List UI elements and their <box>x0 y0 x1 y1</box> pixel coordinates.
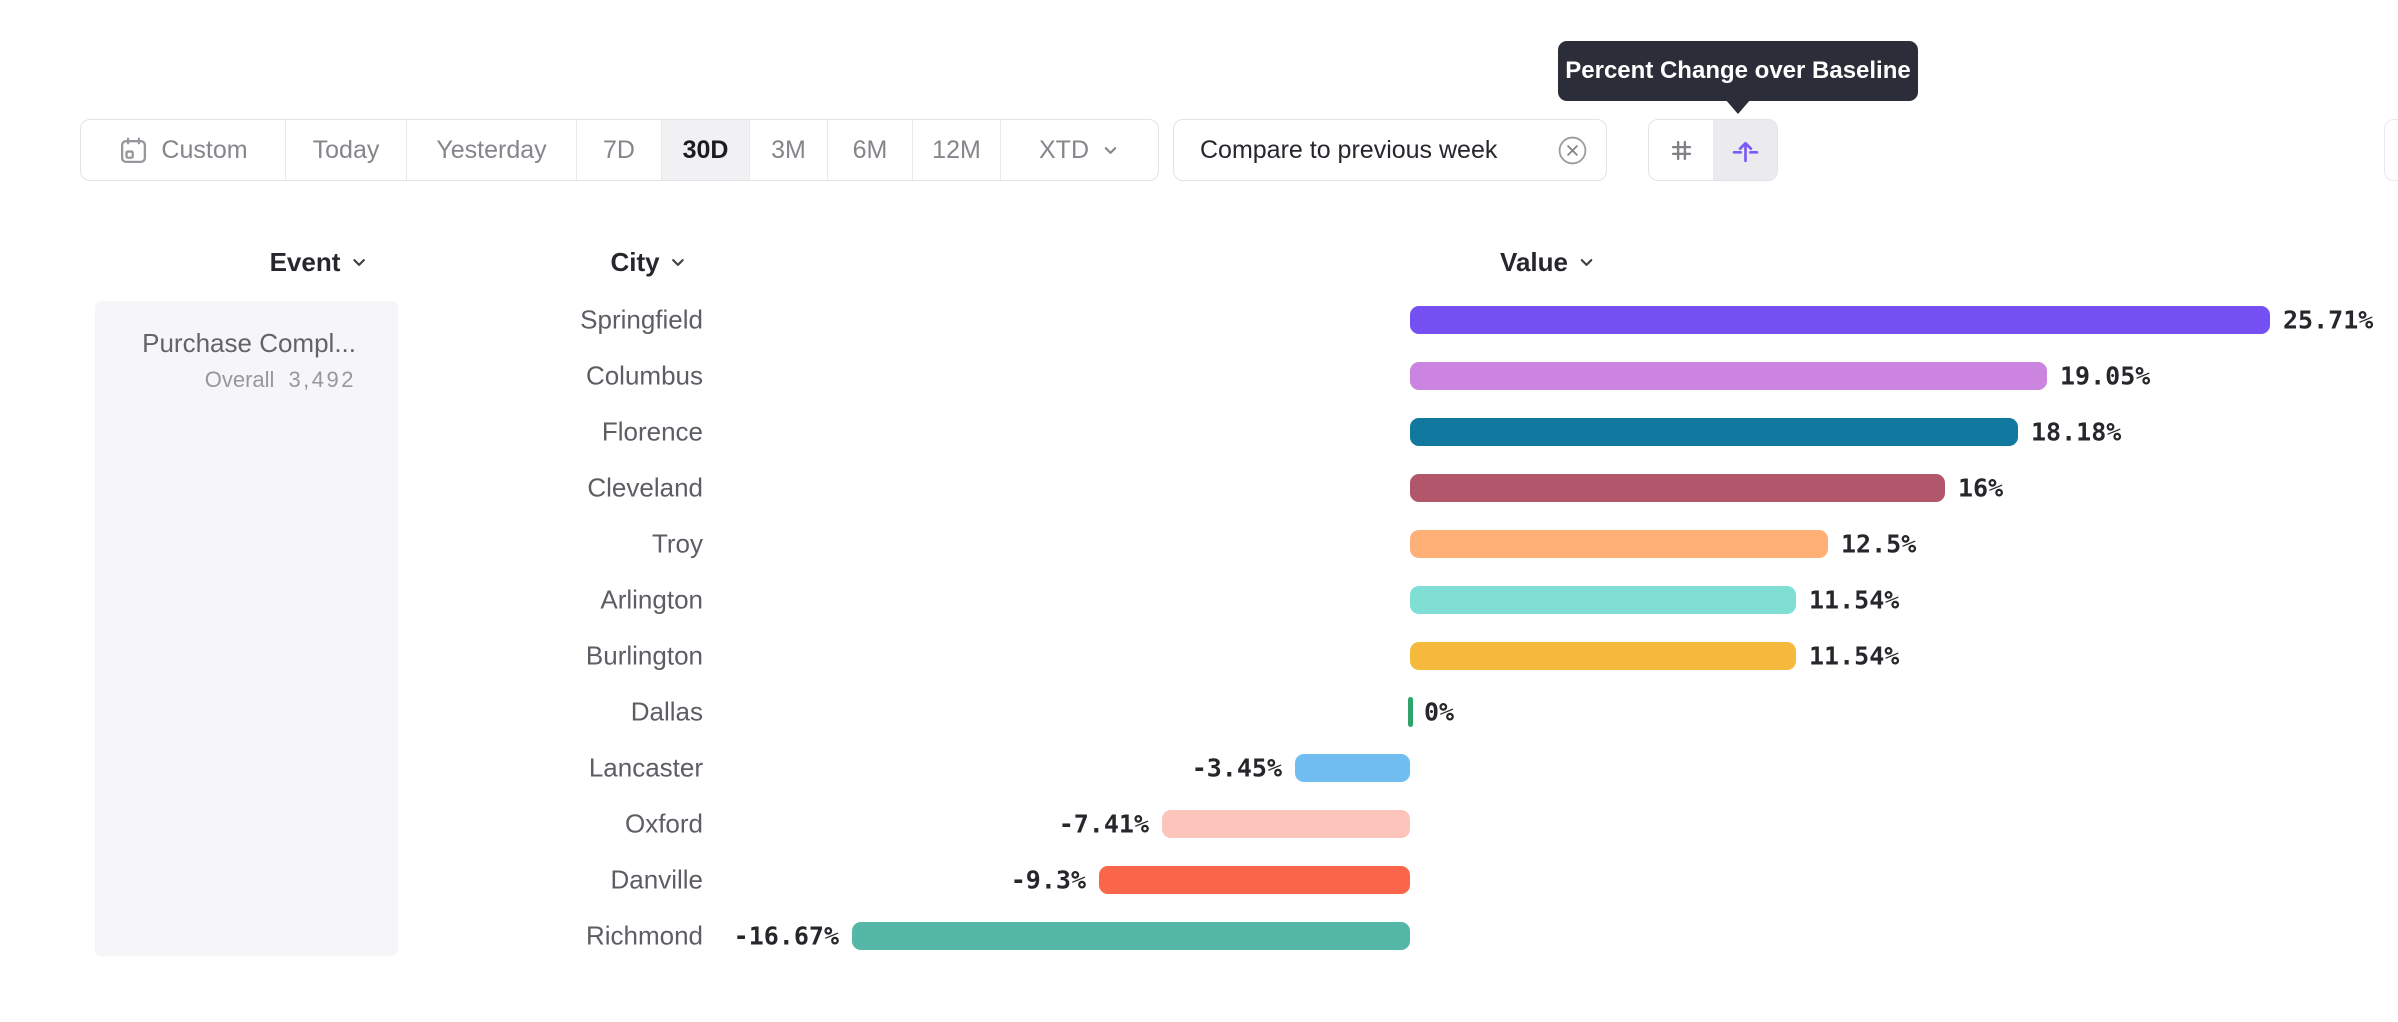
date-range-custom[interactable]: Custom <box>81 120 286 180</box>
city-label: Troy <box>651 528 703 559</box>
date-range-12m[interactable]: 12M <box>913 120 1001 180</box>
calendar-icon <box>121 136 147 163</box>
event-name: Purchase Compl... <box>142 328 356 358</box>
chart-row: Cleveland 16% <box>0 460 2398 516</box>
compare-chip[interactable]: Compare to previous week <box>1173 119 1607 181</box>
date-range-7d[interactable]: 7D <box>577 120 662 180</box>
chart-row: Springfield 25.71% <box>0 292 2398 348</box>
chart-row: Burlington 11.54% <box>0 628 2398 684</box>
compare-chip-label: Compare to previous week <box>1200 135 1498 164</box>
chart-row: Dallas 0% <box>0 684 2398 740</box>
date-range-control[interactable]: Custom Today Yesterday 7D 30D 3M 6M 12M XTD <box>80 119 1159 181</box>
date-range-label: Today <box>312 135 380 164</box>
date-range-label: 3M <box>771 135 806 164</box>
date-range-label: 12M <box>932 135 981 164</box>
chevron-down-icon <box>353 259 365 266</box>
bar-richmond[interactable] <box>852 922 1410 950</box>
value-label: 12.5% <box>1841 529 1917 559</box>
circled-x-icon[interactable] <box>1557 135 1588 166</box>
date-range-yesterday[interactable]: Yesterday <box>407 120 577 180</box>
chevron-down-icon <box>672 259 684 266</box>
column-header-city[interactable]: City <box>610 247 687 278</box>
chart-row: Lancaster -3.45% <box>0 740 2398 796</box>
event-card-content: Purchase Compl... Overall 3,492 <box>142 327 356 393</box>
city-label: Springfield <box>580 304 703 335</box>
column-header-value[interactable]: Value <box>1500 247 1596 278</box>
overall-value: 3,492 <box>288 366 356 392</box>
bar-dallas[interactable] <box>1408 697 1413 727</box>
value-label: -16.67% <box>733 921 839 951</box>
bar-cleveland[interactable] <box>1410 474 1945 502</box>
chart-row: Troy 12.5% <box>0 516 2398 572</box>
value-label: -3.45% <box>1191 753 1282 783</box>
city-label: Danville <box>610 864 704 895</box>
value-label: 0% <box>1424 697 1455 727</box>
hash-icon <box>1671 140 1691 160</box>
partial-button-fragment[interactable] <box>2384 119 2398 181</box>
bar-florence[interactable] <box>1410 418 2018 446</box>
view-toggle-group[interactable] <box>1648 119 1778 181</box>
event-card[interactable]: Purchase Compl... Overall 3,492 <box>95 301 398 956</box>
chart-row: Columbus 19.05% <box>0 348 2398 404</box>
chevron-down-icon <box>1580 259 1593 266</box>
date-range-today[interactable]: Today <box>286 120 407 180</box>
column-header-label: Event <box>269 247 341 277</box>
chart-row: Arlington 11.54% <box>0 572 2398 628</box>
bar-arlington[interactable] <box>1410 586 1796 614</box>
column-header-label: Value <box>1500 247 1568 277</box>
chart-row: Danville -9.3% <box>0 852 2398 908</box>
bar-burlington[interactable] <box>1410 642 1796 670</box>
bar-troy[interactable] <box>1410 530 1828 558</box>
date-range-xtd[interactable]: XTD <box>1001 120 1158 180</box>
date-range-label: 7D <box>603 135 635 164</box>
city-label: Oxford <box>624 808 703 839</box>
date-range-3m[interactable]: 3M <box>750 120 828 180</box>
city-label: Florence <box>601 416 703 447</box>
tooltip-text: Percent Change over Baseline <box>1565 57 1911 84</box>
date-range-label: Custom <box>161 135 248 164</box>
value-label: 18.18% <box>2031 417 2122 447</box>
bar-columbus[interactable] <box>1410 362 2047 390</box>
city-label: Lancaster <box>588 752 703 783</box>
city-label: Richmond <box>585 920 703 951</box>
bar-springfield[interactable] <box>1410 306 2270 334</box>
numeric-view-button[interactable] <box>1649 120 1713 180</box>
overall-label: Overall <box>204 366 275 392</box>
value-label: 19.05% <box>2060 361 2151 391</box>
baseline-arrow-icon <box>1732 141 1758 162</box>
city-label: Burlington <box>585 640 703 671</box>
percent-baseline-view-button[interactable] <box>1713 120 1777 180</box>
tooltip: Percent Change over Baseline <box>1558 41 1918 114</box>
chart-row: Oxford -7.41% <box>0 796 2398 852</box>
value-label: 25.71% <box>2283 305 2374 335</box>
value-label: 11.54% <box>1809 585 1900 615</box>
chevron-down-icon <box>1104 146 1117 154</box>
bar-oxford[interactable] <box>1162 810 1410 838</box>
bar-chart: Springfield 25.71% Columbus 19.05% Florence 1… <box>0 292 2398 964</box>
value-label: -9.3% <box>1010 865 1086 895</box>
value-label: -7.41% <box>1058 809 1149 839</box>
date-range-30d[interactable]: 30D <box>662 120 750 180</box>
city-label: Cleveland <box>587 472 703 503</box>
value-label: 11.54% <box>1809 641 1900 671</box>
date-range-label: 6M <box>852 135 888 164</box>
date-range-label: XTD <box>1039 135 1089 164</box>
city-label: Dallas <box>630 696 703 727</box>
bar-lancaster[interactable] <box>1295 754 1410 782</box>
bar-danville[interactable] <box>1099 866 1410 894</box>
date-range-label: Yesterday <box>436 135 547 164</box>
city-label: Arlington <box>600 584 703 615</box>
chart-row: Florence 18.18% <box>0 404 2398 460</box>
column-header-event[interactable]: Event <box>270 247 369 278</box>
city-label: Columbus <box>585 360 703 391</box>
chart-row: Richmond -16.67% <box>0 908 2398 964</box>
date-range-label: 30D <box>682 135 729 164</box>
column-header-label: City <box>610 247 660 277</box>
tooltip-arrow <box>1725 99 1751 114</box>
date-range-6m[interactable]: 6M <box>828 120 913 180</box>
value-label: 16% <box>1958 473 2004 503</box>
